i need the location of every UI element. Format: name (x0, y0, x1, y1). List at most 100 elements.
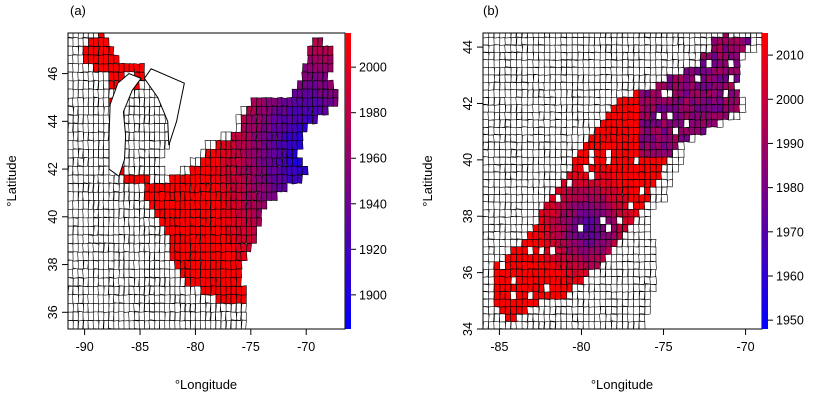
panel-b-label: (b) (483, 3, 499, 18)
county-cell (483, 231, 489, 240)
county-cell (583, 194, 590, 203)
county-cell (549, 238, 556, 248)
county-cell (235, 320, 242, 329)
county-cell (128, 234, 135, 244)
county-cell (532, 298, 540, 307)
county-cell (516, 238, 523, 248)
county-cell (733, 89, 741, 98)
county-cell (261, 113, 268, 125)
county-cell (493, 74, 501, 83)
county-cell (483, 126, 489, 135)
county-cell (250, 208, 258, 219)
county-cell (240, 131, 247, 142)
county-cell (688, 52, 697, 61)
county-cell (164, 243, 171, 253)
county-cell (621, 111, 629, 121)
county-cell (599, 96, 607, 106)
county-cell (144, 277, 150, 287)
county-cell (649, 156, 657, 165)
county-cell (599, 216, 607, 225)
county-cell (235, 122, 242, 133)
county-cell (605, 44, 612, 53)
county-cell (488, 313, 495, 323)
county-cell (588, 313, 595, 323)
county-cell (316, 63, 324, 73)
county-cell (605, 96, 613, 106)
county-cell (487, 253, 495, 263)
county-cell (683, 33, 691, 39)
county-cell (616, 321, 623, 329)
county-cell (307, 114, 313, 124)
county-cell (215, 139, 222, 150)
county-cell (566, 283, 573, 293)
county-cell (582, 126, 590, 136)
county-cell (683, 134, 690, 143)
county-cell (705, 44, 713, 54)
county-cell (297, 157, 303, 167)
county-cell (599, 313, 607, 323)
county-cell (616, 178, 623, 188)
county-cell (256, 140, 263, 150)
county-cell (240, 200, 247, 210)
county-cell (661, 164, 668, 173)
county-cell (644, 44, 651, 53)
county-cell (622, 194, 629, 203)
county-cell (123, 165, 130, 176)
county-cell (577, 231, 584, 240)
county-cell (164, 183, 171, 193)
county-cell (571, 291, 579, 300)
county-cell (256, 183, 263, 193)
county-cell (97, 157, 105, 167)
county-cell (286, 105, 294, 116)
county-cell (93, 33, 99, 39)
county-cell (235, 174, 243, 184)
county-cell (593, 33, 602, 39)
county-cell (93, 182, 99, 194)
panel-a-county-map (68, 33, 339, 329)
county-cell (164, 251, 171, 261)
county-cell (200, 156, 206, 168)
county-cell (487, 59, 495, 69)
county-cell (738, 103, 747, 114)
county-cell (655, 33, 662, 38)
county-cell (261, 200, 268, 210)
county-cell (118, 302, 125, 313)
county-cell (660, 171, 669, 180)
county-cell (118, 182, 125, 193)
county-cell (560, 291, 568, 300)
county-cell (97, 105, 105, 116)
county-cell (72, 46, 79, 56)
county-cell (638, 238, 646, 248)
county-cell (184, 285, 191, 296)
county-cell (694, 119, 701, 128)
county-cell (661, 74, 668, 83)
county-cell (588, 36, 595, 46)
county-cell (560, 103, 568, 114)
county-cell (566, 81, 573, 91)
county-cell (144, 165, 150, 176)
county-cell (113, 259, 120, 271)
county-cell (571, 96, 579, 106)
county-cell (638, 164, 646, 173)
county-cell (72, 311, 79, 321)
county-cell (521, 156, 529, 165)
panel-a-colorbar-tick-label: 1940 (359, 197, 387, 211)
county-cell (332, 88, 339, 99)
county-cell (98, 165, 105, 176)
county-cell (499, 291, 506, 300)
county-cell (225, 131, 232, 142)
county-cell (627, 231, 635, 240)
county-cell (582, 291, 590, 300)
county-cell (538, 246, 545, 255)
county-cell (538, 156, 546, 165)
county-cell (583, 216, 590, 225)
county-cell (92, 320, 100, 329)
county-cell (82, 97, 89, 107)
county-cell (246, 208, 252, 219)
county-cell (555, 253, 562, 263)
county-cell (577, 313, 584, 322)
county-cell (128, 191, 135, 201)
panel-a-y-tick-label: 36 (46, 305, 60, 319)
county-cell (683, 96, 690, 106)
county-cell (622, 209, 629, 218)
